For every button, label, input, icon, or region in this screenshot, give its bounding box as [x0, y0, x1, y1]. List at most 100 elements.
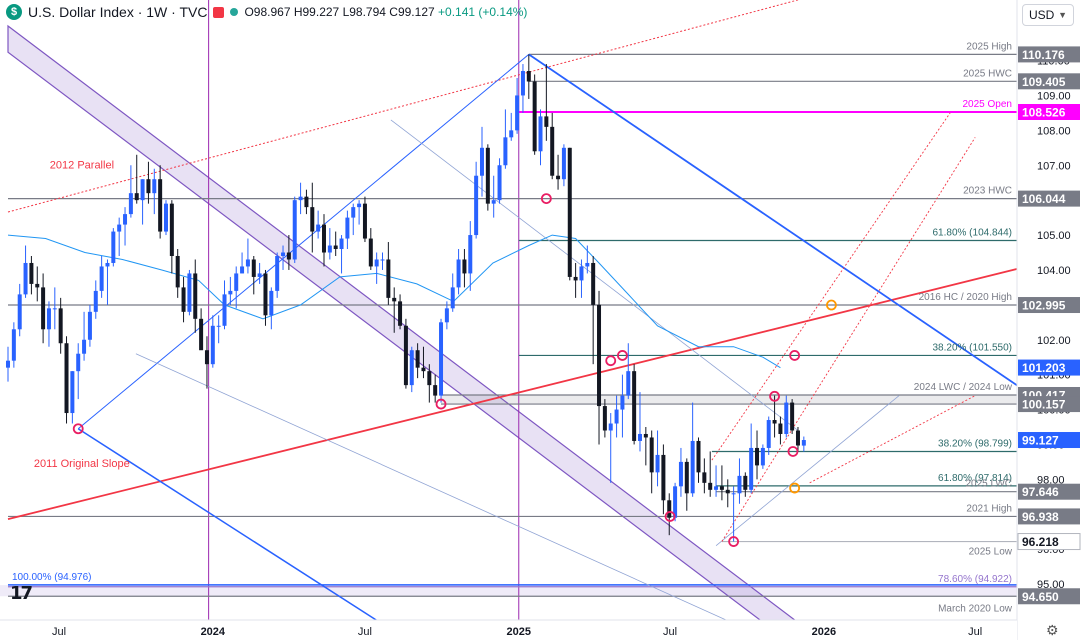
trendline: [135, 353, 728, 620]
candle-body: [187, 273, 192, 312]
trendline: [721, 137, 976, 542]
symbol-title[interactable]: U.S. Dollar Index · 1W · TVC: [28, 4, 208, 20]
candle-body: [146, 179, 151, 194]
price-tag: [1018, 190, 1080, 207]
candle-body: [234, 273, 239, 291]
price-tag: [1017, 533, 1081, 551]
candle-body: [117, 224, 122, 232]
candle-body: [462, 259, 467, 274]
candle-body: [731, 493, 736, 495]
trendline: [715, 395, 900, 546]
candle-body: [281, 252, 286, 256]
candle-body: [181, 287, 186, 312]
gear-icon[interactable]: ⚙: [1046, 622, 1059, 638]
descending-band: [7, 24, 796, 620]
candle-body: [602, 406, 607, 431]
level-label: 2021 High: [966, 503, 1012, 514]
candle-body: [637, 433, 642, 441]
candle-body: [216, 325, 221, 327]
candle-body: [46, 308, 51, 330]
candle-body: [398, 301, 403, 326]
candle-body: [140, 179, 145, 201]
price-tag: [1018, 73, 1080, 90]
candle-body: [286, 252, 291, 260]
candle-body: [345, 217, 350, 239]
level-label: 38.20% (101.550): [932, 342, 1012, 353]
candle-body: [515, 95, 520, 131]
currency-label: USD: [1029, 8, 1055, 22]
candle-body: [497, 165, 502, 201]
pivot-marker: [72, 423, 84, 435]
candle-body: [737, 475, 742, 494]
candle-body: [257, 273, 262, 277]
price-tag-label: 102.995: [1022, 299, 1066, 313]
candle-body: [204, 350, 209, 365]
candle-body: [339, 238, 344, 250]
candle-body: [70, 371, 75, 414]
candle-body: [163, 203, 168, 232]
time-axis: Jul 2024 Jul 2025 Jul 2026 Jul: [0, 619, 1017, 640]
level-label: 78.60% (94.922): [938, 574, 1012, 585]
candle-body: [696, 440, 701, 473]
candle-body: [526, 71, 531, 82]
candle-body: [626, 371, 631, 396]
candle-body: [784, 402, 789, 434]
level-label: 2016 HC / 2020 High: [919, 292, 1012, 303]
dollar-sign-icon: $: [6, 4, 22, 20]
candle-body: [585, 262, 590, 267]
candle-body: [667, 500, 672, 518]
candle-body: [128, 193, 133, 215]
close-value: C99.127: [389, 5, 435, 19]
status-dot-icon: [230, 8, 239, 16]
candle-body: [561, 147, 566, 180]
price-tag-label: 109.405: [1022, 75, 1066, 89]
candle-body: [82, 339, 87, 354]
candle-body: [52, 308, 57, 310]
currency-selector[interactable]: USD ▼: [1022, 4, 1074, 26]
time-axis-bg: [0, 620, 1017, 640]
candle-body: [556, 175, 561, 180]
candle-body: [597, 304, 602, 407]
candle-body: [6, 360, 10, 368]
candle-body: [649, 437, 654, 473]
candle-body: [538, 116, 543, 152]
price-tag-label: 110.176: [1022, 48, 1065, 62]
candle-body: [386, 259, 391, 298]
candle-body: [374, 259, 379, 267]
candle-body: [403, 325, 408, 386]
level-label: 38.20% (98.799): [938, 438, 1012, 449]
candle-body: [392, 297, 397, 302]
candle-body: [351, 207, 356, 218]
candle-body: [520, 71, 525, 96]
candle-body: [725, 489, 730, 494]
candle-body: [251, 259, 256, 277]
candle-body: [368, 238, 373, 267]
price-tag-label: 97.646: [1022, 485, 1059, 499]
candle-body: [362, 203, 367, 239]
candle-body: [240, 266, 245, 274]
price-tag-label: 108.526: [1022, 105, 1066, 119]
candle-body: [23, 262, 28, 295]
candle-body: [468, 235, 473, 274]
candle-body: [11, 329, 16, 361]
y-tick-label: 105.00: [1037, 230, 1071, 242]
candle-body: [292, 200, 297, 260]
price-tag: [1018, 508, 1080, 525]
candle-body: [357, 203, 362, 208]
change-value: +0.141 (+0.14%): [438, 5, 528, 19]
candle-body: [333, 245, 338, 250]
trendline: [809, 395, 976, 484]
slope-label: 2011 Original Slope: [34, 458, 130, 470]
candle-body: [169, 203, 174, 256]
price-tag-label: 100.157: [1022, 398, 1066, 412]
candle-body: [579, 266, 584, 281]
candle-body: [29, 262, 34, 284]
high-value: H99.227: [293, 5, 340, 19]
trendline: [7, 268, 1017, 521]
trendline: [528, 53, 1017, 387]
level-label: 2024 LWC / 2024 Low: [914, 382, 1013, 393]
price-tag-label: 96.938: [1022, 510, 1059, 524]
march-2020-low-zone: [0, 585, 1017, 597]
